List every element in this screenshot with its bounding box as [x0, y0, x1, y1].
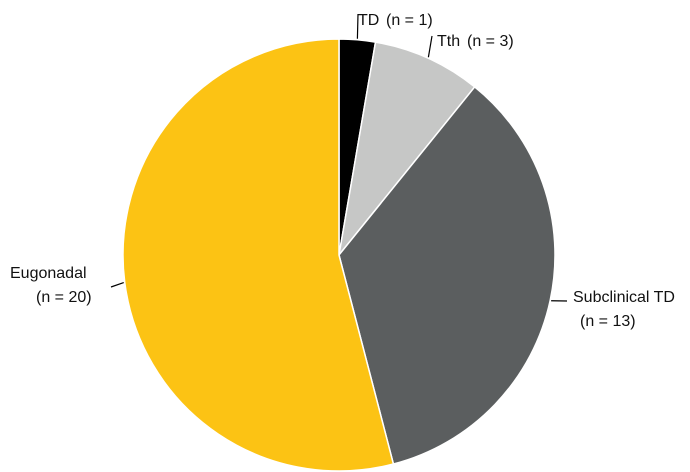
leader-line-td — [356, 13, 359, 39]
pie-slice-tth — [337, 41, 476, 258]
label-leaders — [110, 13, 568, 302]
pie-slices — [122, 38, 556, 472]
leader-line-eugonadal — [110, 281, 124, 288]
label-subclinical-td: Subclinical TD — [573, 289, 675, 306]
pie-slice-subclinical-td — [338, 85, 556, 465]
slice-labels: TD (n = 1) Tth (n = 3) Subclinical TD (n… — [10, 12, 675, 330]
label-tth: Tth — [437, 33, 460, 50]
label-subclinical-td-count: (n = 13) — [580, 313, 636, 330]
label-td: TD — [358, 12, 379, 29]
label-eugonadal: Eugonadal — [10, 265, 87, 282]
leader-line-tth — [427, 35, 433, 58]
label-eugonadal-count: (n = 20) — [36, 289, 92, 306]
pie-slice-eugonadal — [122, 38, 395, 472]
label-td-count: (n = 1) — [386, 12, 433, 29]
label-tth-count: (n = 3) — [467, 33, 514, 50]
